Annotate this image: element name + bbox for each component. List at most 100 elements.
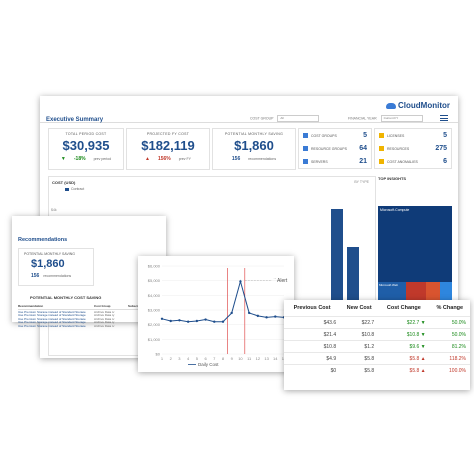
y-tick: $4k: [51, 208, 57, 212]
previous-cost-cell: $21.4: [284, 328, 341, 341]
count-value: 275: [435, 145, 447, 152]
column-header[interactable]: Previous Cost: [293, 305, 331, 311]
previous-cost-cell: $4.9: [284, 352, 341, 365]
table-row[interactable]: Use Premium Storage instead of Standard …: [18, 324, 164, 327]
tile-label: Microsoft.Web: [379, 283, 399, 287]
x-tick-label: 4: [187, 356, 190, 361]
recommendations-table: Recommendation Cost Group Subscr Use Pre…: [18, 304, 164, 327]
count-value: 64: [359, 145, 367, 152]
counts-panel-right: LICENSES 5 RESOURCES 275 COST ANOMALIES …: [374, 128, 452, 169]
financial-year-filter[interactable]: FINANCIAL YEAR Current FY: [348, 115, 423, 122]
dashboard-header: [40, 96, 458, 123]
table-row[interactable]: Use Premium Storage instead of Standard …: [18, 313, 164, 316]
licenses-icon: [379, 133, 384, 138]
count-label: RESOURCE GROUPS: [311, 146, 347, 151]
table-row[interactable]: $21.4 $10.8 $10.8 ▼ 50.0%: [284, 328, 470, 341]
cost-change-cell: $9.6 ▼: [378, 340, 430, 353]
cost-group-cell: Archive Data ty: [94, 310, 115, 314]
count-value: 6: [443, 158, 447, 165]
kpi-label: POTENTIAL MONTHLY SAVING: [224, 132, 284, 136]
recommendation-link[interactable]: Use Premium Storage instead of Standard …: [18, 313, 86, 317]
table-row[interactable]: Use Premium Storage instead of Standard …: [18, 310, 164, 313]
saving-card[interactable]: POTENTIAL MONTHLY SAVING $1,860 156 reco…: [18, 248, 94, 286]
data-point: [186, 320, 190, 323]
data-point: [213, 320, 216, 323]
count-cost-groups[interactable]: COST GROUPS 5: [299, 129, 371, 142]
count-label: COST ANOMALIES: [387, 159, 418, 164]
cost-change-cell: $10.8 ▼: [378, 328, 430, 341]
count-resources[interactable]: RESOURCES 275: [375, 142, 451, 155]
count-cost-anomalies[interactable]: COST ANOMALIES 6: [375, 155, 451, 168]
menu-icon[interactable]: [440, 115, 448, 121]
data-point: [274, 315, 277, 318]
insight-tile-compute[interactable]: Microsoft.Compute: [378, 206, 452, 282]
x-tick-label: 12: [256, 356, 261, 361]
cost-change-cell: $5.8 ▲: [378, 352, 430, 365]
cost-change-value: $10.8: [406, 331, 420, 338]
x-tick-label: 6: [204, 356, 207, 361]
y-tick-label: $1,000: [148, 337, 161, 342]
cost-change-value: $5.8: [409, 367, 420, 374]
column-header[interactable]: New Cost: [346, 305, 372, 311]
y-tick-label: $6,000: [148, 264, 161, 269]
cost-group-cell: Archive Data ty: [94, 316, 115, 321]
cost-group-select[interactable]: All: [277, 115, 320, 122]
kpi-potential-monthly-saving[interactable]: POTENTIAL MONTHLY SAVING $1,860 156 reco…: [212, 128, 296, 170]
column-header: Recommendation: [18, 304, 44, 308]
count-licenses[interactable]: LICENSES 5: [375, 129, 451, 142]
trend-down-icon: ▼: [420, 331, 426, 338]
brand-logo[interactable]: CloudMonitor: [386, 101, 450, 110]
x-tick-label: 5: [196, 356, 199, 361]
percent-change-cell: 118.2%: [429, 352, 470, 365]
x-tick-label: 8: [222, 356, 225, 361]
tile-label: Microsoft.Compute: [380, 208, 410, 212]
count-label: LICENSES: [387, 133, 405, 138]
column-header[interactable]: % Change: [436, 305, 464, 311]
column-header: Cost Group: [94, 304, 111, 308]
table-row[interactable]: $10.8 $1.2 $9.6 ▼ 81.2%: [284, 340, 470, 353]
kpi-delta: 156: [231, 156, 241, 162]
table-row[interactable]: Use Premium Storage instead of Standard …: [18, 320, 164, 323]
saving-label: POTENTIAL MONTHLY SAVING: [24, 252, 76, 256]
page-title: Executive Summary: [46, 117, 104, 123]
table-row[interactable]: $0 $5.8 $5.8 ▲ 100.0%: [284, 364, 470, 376]
counts-panel-left: COST GROUPS 5 RESOURCE GROUPS 64 SERVERS…: [298, 128, 372, 169]
count-label: SERVERS: [311, 159, 328, 164]
recommendation-link[interactable]: Use Premium Storage instead of Standard …: [18, 310, 86, 314]
cost-change-cell: $5.8 ▲: [378, 364, 430, 376]
table-row[interactable]: Use Premium Storage instead of Standard …: [18, 317, 164, 320]
y-tick-label: $5,000: [148, 278, 161, 283]
table-row[interactable]: $43.6 $22.7 $22.7 ▼ 50.0%: [284, 316, 470, 329]
trend-up-icon: ▲: [420, 355, 426, 362]
kpi-total-period-cost[interactable]: TOTAL PERIOD COST $30,935 ▼ -18% prev pe…: [48, 128, 124, 170]
series-toggle[interactable]: Contract: [65, 187, 84, 191]
recommendation-count-label: recommendations: [43, 274, 72, 278]
count-label: RESOURCES: [387, 146, 410, 151]
cost-change-window: Previous Cost New Cost Cost Change % Cha…: [284, 300, 470, 390]
count-resource-groups[interactable]: RESOURCE GROUPS 64: [299, 142, 371, 155]
count-value: 21: [359, 158, 367, 165]
data-point: [247, 311, 251, 315]
count-servers[interactable]: SERVERS 21: [299, 155, 371, 168]
percent-change-cell: 50.0%: [429, 316, 470, 329]
anomalies-icon: [379, 159, 384, 164]
kpi-delta-sub: prev FY: [178, 157, 191, 161]
kpi-projected-fy-cost[interactable]: PROJECTED FY COST $182,119 ▲ 156% prev F…: [126, 128, 210, 170]
x-tick-label: 7: [213, 356, 216, 361]
cost-change-value: $5.8: [409, 355, 420, 362]
column-header[interactable]: Cost Change: [386, 305, 421, 311]
kpi-value: $1,860: [234, 138, 274, 153]
alert-arrow-icon: →: [273, 276, 277, 280]
recommendation-link[interactable]: Use Premium Storage instead of Standard …: [18, 323, 86, 327]
table-row[interactable]: $4.9 $5.8 $5.8 ▲ 118.2%: [284, 352, 470, 365]
financial-year-select[interactable]: Current FY: [380, 115, 423, 122]
kpi-value: $30,935: [62, 138, 110, 153]
new-cost-cell: $10.8: [340, 328, 379, 341]
kpi-delta-sub: prev period: [93, 157, 112, 161]
cost-group-filter[interactable]: COST GROUP All: [250, 115, 320, 122]
x-tick-label: 2: [170, 356, 173, 361]
recommendation-link[interactable]: Use Premium Storage instead of Standard …: [18, 316, 86, 321]
recommendation-link[interactable]: Use Premium Storage instead of Standard …: [18, 320, 86, 324]
x-tick-label: 10: [238, 356, 243, 361]
recommendation-count: 156: [31, 273, 40, 279]
